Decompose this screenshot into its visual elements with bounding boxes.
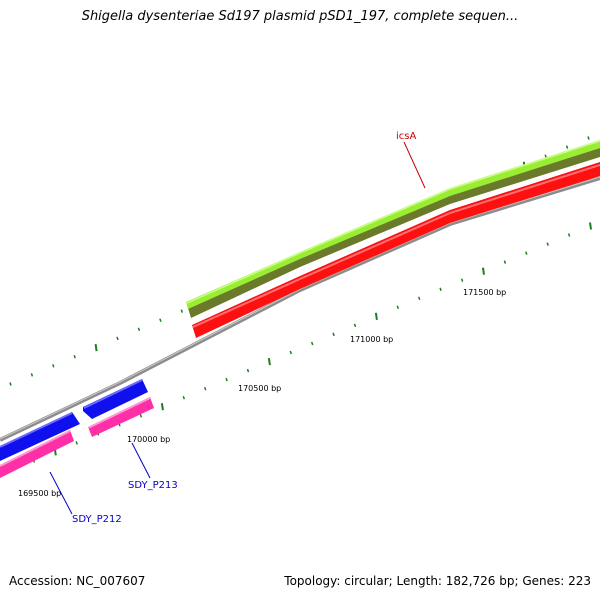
minor-tick: [9, 382, 12, 386]
minor-tick: [139, 414, 143, 418]
gene-blue-highlight: [0, 379, 143, 448]
accession-text: Accession: NC_007607: [9, 574, 146, 588]
minor-tick: [289, 350, 293, 355]
minor-tick: [246, 368, 250, 373]
minor-tick: [30, 373, 34, 377]
minor-tick: [396, 305, 400, 310]
minor-tick: [225, 377, 228, 382]
minor-tick: [75, 441, 78, 445]
icsA-pointer-line: [403, 141, 426, 189]
bp-label-170000: 170000 bp: [127, 435, 170, 444]
minor-tick: [546, 242, 549, 246]
gene-icsA-reverse[interactable]: [192, 162, 600, 338]
backbone-line: [0, 176, 600, 442]
minor-tick: [180, 309, 184, 313]
gene-label-SDY_P212[interactable]: SDY_P212: [72, 514, 122, 525]
minor-tick: [182, 395, 186, 400]
SDY_P212-pointer-line: [49, 471, 73, 515]
minor-tick: [587, 136, 590, 140]
minor-tick: [203, 386, 207, 391]
gene-SDY_P212-forward[interactable]: [0, 412, 80, 461]
minor-tick: [503, 260, 507, 264]
gene-label-SDY_P213[interactable]: SDY_P213: [128, 480, 178, 491]
minor-tick: [116, 336, 119, 341]
minor-tick: [159, 318, 162, 322]
minor-tick: [525, 251, 528, 255]
minor-tick: [567, 233, 571, 237]
minor-tick: [417, 296, 421, 301]
map-title: Shigella dysenteriae Sd197 plasmid pSD1_…: [81, 9, 519, 24]
SDY_P213-pointer-line: [131, 442, 151, 479]
gene-pink-highlight: [0, 397, 151, 467]
minor-tick: [439, 287, 442, 292]
bp-label-170500: 170500 bp: [238, 384, 281, 393]
backbone-highlight: [0, 176, 600, 440]
major-tick: [482, 267, 485, 275]
gene-icsA-reverse-highlight: [192, 164, 600, 328]
major-tick: [589, 222, 592, 230]
major-tick: [267, 357, 271, 366]
minor-tick: [544, 154, 547, 158]
gene-icsA-forward-highlight: [186, 140, 600, 304]
gene-SDY_P213-reverse[interactable]: [88, 397, 154, 437]
minor-tick: [332, 332, 335, 337]
minor-tick: [460, 278, 464, 282]
major-tick: [160, 403, 164, 411]
gene-SDY_P212-reverse[interactable]: [0, 430, 74, 478]
gene-label-icsA[interactable]: icsA: [396, 131, 416, 142]
minor-tick: [565, 145, 569, 149]
topology-summary: Topology: circular; Length: 182,726 bp; …: [284, 574, 591, 588]
bp-label-171500: 171500 bp: [463, 288, 506, 297]
gene-SDY_P213-forward[interactable]: [83, 379, 148, 419]
gene-icsA-forward-shadow[interactable]: [188, 148, 600, 318]
major-tick: [94, 343, 98, 352]
minor-tick: [137, 327, 141, 332]
minor-tick: [52, 364, 55, 368]
minor-tick: [310, 341, 314, 346]
bp-label-169500: 169500 bp: [18, 489, 61, 498]
minor-tick: [353, 323, 357, 328]
bp-label-171000: 171000 bp: [350, 335, 393, 344]
major-tick: [374, 312, 378, 321]
minor-tick: [73, 354, 76, 359]
gene-icsA-forward[interactable]: [186, 140, 600, 309]
